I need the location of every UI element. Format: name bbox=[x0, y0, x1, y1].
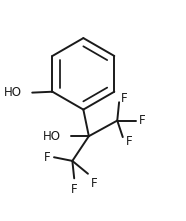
Text: HO: HO bbox=[4, 86, 22, 99]
Text: HO: HO bbox=[42, 130, 60, 143]
Text: F: F bbox=[139, 114, 146, 127]
Text: F: F bbox=[126, 135, 132, 148]
Text: F: F bbox=[91, 177, 97, 191]
Text: F: F bbox=[71, 183, 78, 196]
Text: F: F bbox=[44, 151, 50, 164]
Text: F: F bbox=[121, 92, 128, 105]
